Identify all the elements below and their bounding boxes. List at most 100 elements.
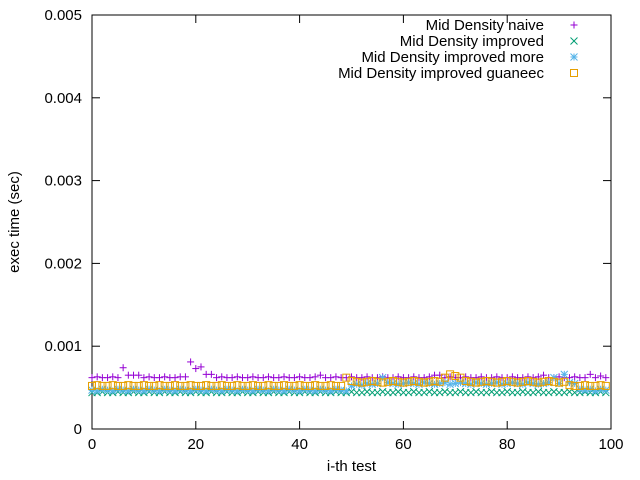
data-point (218, 373, 226, 381)
data-point (591, 381, 600, 390)
data-point (274, 381, 283, 390)
data-point (233, 373, 241, 381)
data-point (176, 381, 185, 390)
data-point (363, 373, 371, 381)
x-tick-label: 0 (88, 436, 96, 453)
legend-marker (570, 53, 578, 61)
data-point (93, 381, 102, 390)
data-point (482, 376, 491, 385)
data-point (135, 371, 143, 379)
legend-label: Mid Density naive (426, 17, 544, 34)
data-point (171, 381, 180, 390)
data-point (88, 381, 96, 390)
data-point (544, 376, 553, 385)
data-point (264, 373, 272, 381)
legend-marker (570, 69, 578, 77)
data-point (254, 381, 263, 390)
data-point (212, 381, 221, 390)
data-point (114, 374, 122, 382)
data-point (394, 377, 403, 386)
data-point (368, 376, 377, 385)
data-point (109, 373, 117, 381)
data-point (150, 381, 159, 390)
data-point (358, 374, 366, 382)
data-point (466, 377, 475, 386)
data-point (508, 377, 517, 386)
legend-entry: Mid Density improved guaneec (338, 65, 578, 82)
data-series (88, 358, 610, 397)
data-point (425, 373, 433, 381)
data-point (602, 374, 610, 382)
data-point (414, 377, 423, 386)
data-point (513, 378, 522, 387)
data-point (586, 370, 594, 378)
data-point (103, 381, 112, 390)
data-point (410, 373, 418, 381)
data-point (560, 370, 569, 379)
data-point (451, 372, 460, 381)
data-point (601, 381, 610, 390)
data-point (129, 381, 138, 390)
data-point (269, 381, 278, 390)
data-point (296, 373, 304, 381)
data-point (581, 381, 590, 390)
data-point (540, 371, 548, 379)
y-tick-label: 0.002 (44, 255, 82, 272)
data-point (249, 373, 257, 381)
legend-marker (570, 21, 578, 29)
y-axis-label: exec time (sec) (6, 171, 23, 273)
data-point (331, 381, 340, 390)
data-point (446, 373, 454, 381)
data-point (529, 377, 538, 386)
x-tick-label: 80 (499, 436, 516, 453)
data-point (534, 378, 543, 387)
y-axis: 0 0.001 0.002 0.003 0.004 0.005 (44, 7, 611, 438)
x-axis-label: i-th test (327, 458, 377, 475)
data-point (462, 373, 470, 381)
data-point (171, 374, 179, 382)
data-point (280, 373, 288, 381)
data-point (213, 374, 221, 382)
data-point (145, 373, 153, 381)
data-point (332, 373, 340, 381)
y-tick-label: 0.005 (44, 7, 82, 24)
data-point (311, 381, 320, 390)
data-point (228, 381, 237, 390)
data-point (161, 373, 169, 381)
data-point (275, 374, 283, 382)
data-point (409, 376, 418, 385)
data-point (274, 386, 283, 394)
data-point (207, 370, 215, 378)
data-point (498, 377, 507, 386)
data-point (290, 374, 298, 382)
data-point (321, 386, 330, 394)
data-point (181, 381, 190, 390)
data-point (575, 381, 584, 390)
data-point (139, 381, 148, 390)
data-point (321, 381, 330, 390)
data-point (160, 381, 169, 390)
legend-label: Mid Density improved (400, 33, 544, 50)
data-point (373, 377, 382, 386)
data-point (306, 374, 314, 382)
data-point (383, 377, 392, 386)
plot-border (91, 14, 612, 430)
data-point (487, 377, 496, 386)
data-point (145, 381, 154, 390)
x-axis: 0 20 40 60 80 100 (88, 15, 624, 453)
data-point (337, 381, 346, 390)
data-point (243, 381, 252, 390)
legend-entry: Mid Density improved (400, 33, 578, 50)
data-point (108, 381, 117, 390)
y-tick-label: 0.003 (44, 173, 82, 190)
data-point (228, 374, 236, 382)
data-point (202, 381, 211, 390)
data-point (305, 381, 314, 390)
legend-entry: Mid Density improved more (361, 49, 578, 66)
data-point (207, 381, 216, 390)
data-point (477, 377, 486, 386)
data-point (187, 358, 195, 366)
x-tick-label: 100 (598, 436, 623, 453)
data-point (539, 377, 548, 386)
